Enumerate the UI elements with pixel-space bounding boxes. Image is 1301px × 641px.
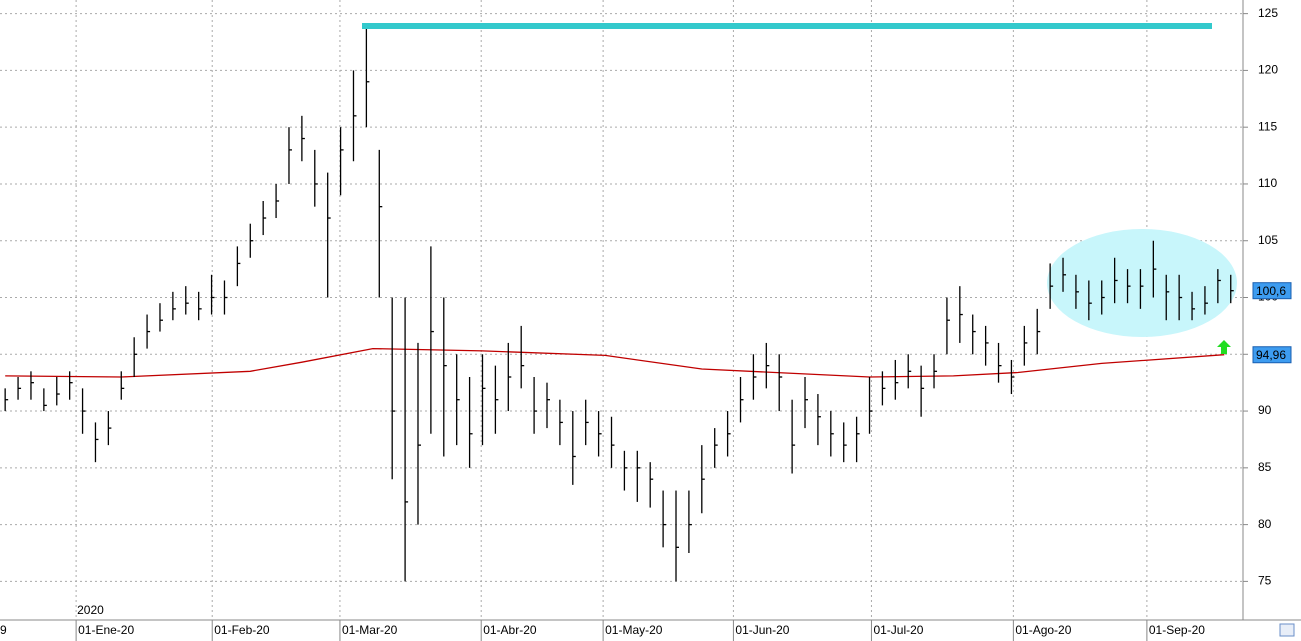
y-tick-label: 85 — [1258, 460, 1272, 474]
y-tick-label: 110 — [1258, 176, 1277, 190]
price-tag-label: 100,6 — [1256, 284, 1286, 298]
x-tick-label: 01-Ene-20 — [78, 623, 134, 637]
x-tick-label: 01-Ago-20 — [1015, 623, 1071, 637]
axes: 7580859095100105110115120125901-Ene-2001… — [0, 6, 1292, 641]
x-tick-label: 01-May-20 — [605, 623, 663, 637]
y-tick-label: 105 — [1258, 233, 1278, 247]
x-tick-label: 01-Mar-20 — [342, 623, 398, 637]
price-tag — [1252, 282, 1292, 300]
moving-average — [5, 347, 1225, 378]
price-tag-label: 94,96 — [1256, 348, 1286, 362]
x-tick-label: 01-Abr-20 — [483, 623, 537, 637]
corner-icon — [1279, 623, 1295, 637]
up-arrow — [1217, 340, 1231, 354]
x-tick-label: 01-Feb-20 — [214, 623, 270, 637]
y-tick-label: 75 — [1258, 574, 1272, 588]
y-tick-label: 90 — [1258, 403, 1272, 417]
y-tick-label: 120 — [1258, 63, 1278, 77]
y-tick-label: 115 — [1258, 119, 1277, 133]
year-label: 2020 — [77, 603, 104, 617]
bars — [4, 24, 1234, 582]
x-tick-label: 01-Sep-20 — [1149, 623, 1205, 637]
y-tick-label: 80 — [1258, 517, 1272, 531]
price-tag — [1252, 346, 1292, 364]
highlight-ellipse — [1047, 229, 1237, 337]
ma-line — [5, 347, 1225, 378]
x-tick-label: 9 — [0, 623, 7, 637]
x-tick-label: 01-Jul-20 — [873, 623, 923, 637]
y-tick-label: 125 — [1258, 6, 1278, 20]
x-tick-label: 01-Jun-20 — [735, 623, 789, 637]
